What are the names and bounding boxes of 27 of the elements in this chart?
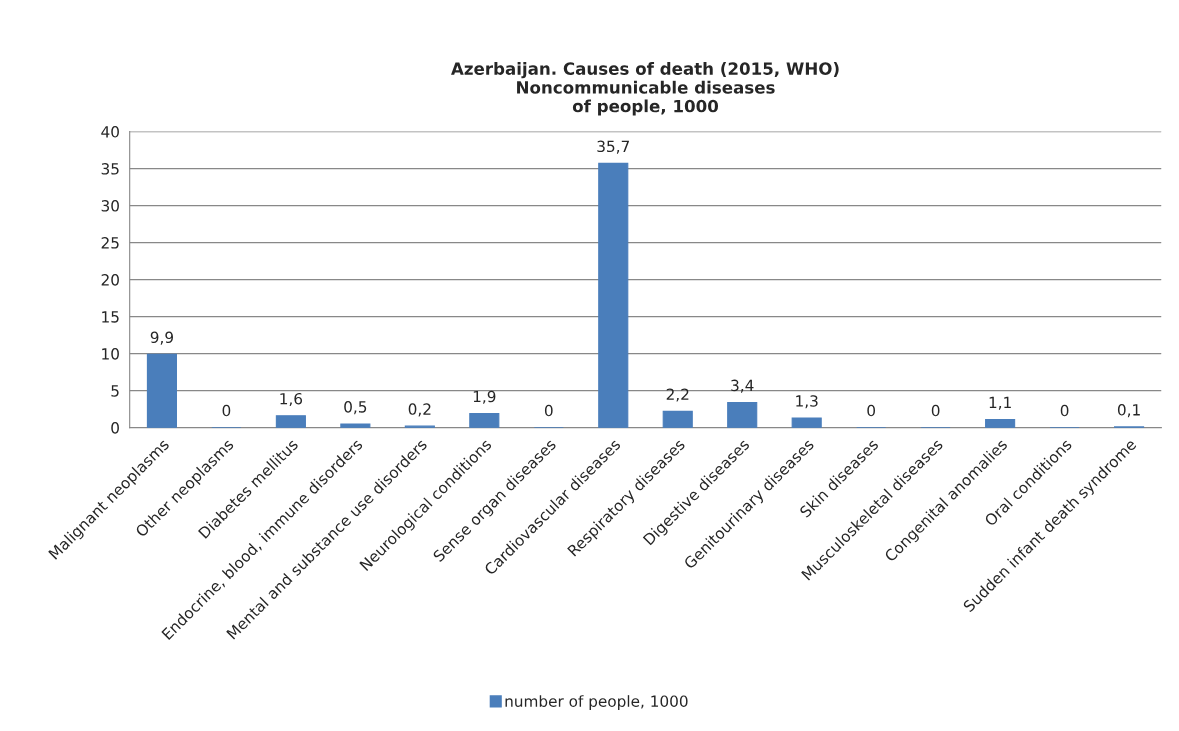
y-tick-label: 5 xyxy=(111,385,119,397)
data-label: 3,4 xyxy=(731,379,754,393)
y-tick-label: 35 xyxy=(101,163,119,175)
data-label: 0 xyxy=(931,404,940,417)
data-label: 0,2 xyxy=(408,403,431,417)
data-label: 0 xyxy=(1060,404,1069,417)
y-tick-label: 15 xyxy=(102,311,119,323)
data-label: 0,5 xyxy=(344,401,367,415)
data-label: 35,7 xyxy=(597,140,629,154)
y-tick-label: 0 xyxy=(111,422,119,434)
data-label: 1,3 xyxy=(796,395,818,409)
legend-label: number of people, 1000 xyxy=(505,695,688,710)
y-tick-label: 20 xyxy=(101,274,119,286)
y-tick-label: 30 xyxy=(101,200,119,212)
data-label: 0 xyxy=(867,404,876,417)
data-label: 1,1 xyxy=(989,396,1011,410)
data-label: 0,1 xyxy=(1117,404,1140,418)
data-label: 0 xyxy=(222,404,231,417)
data-label: 1,9 xyxy=(473,390,496,404)
y-tick-label: 25 xyxy=(101,237,119,249)
y-tick-label: 40 xyxy=(101,126,119,138)
data-label: 1,6 xyxy=(280,392,303,407)
data-label: 0 xyxy=(544,404,553,417)
data-label: 9,9 xyxy=(150,331,173,345)
y-tick-label: 10 xyxy=(102,348,119,360)
chart-title: Azerbaijan. Causes of death (2015, WHO) Noncommunicable diseases of people, 1000 xyxy=(451,62,839,116)
data-label: 2,2 xyxy=(666,388,689,402)
